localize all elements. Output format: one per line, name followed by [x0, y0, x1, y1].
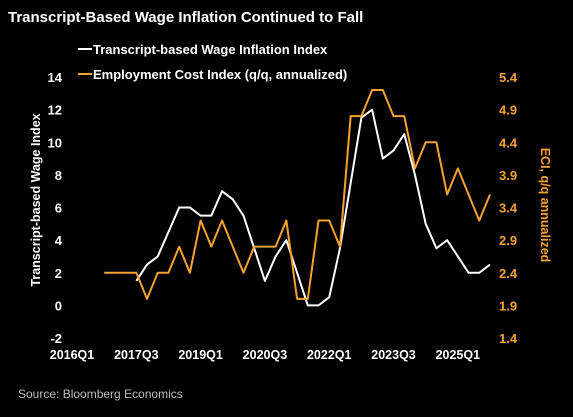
right-axis-title: ECI, q/q annualized: [538, 148, 552, 263]
left-tick-label: 2: [55, 266, 62, 281]
left-tick-label: 14: [48, 70, 63, 85]
left-tick-label: 12: [48, 103, 62, 118]
x-tick-label: 2019Q1: [178, 348, 223, 362]
left-tick-label: 10: [48, 135, 62, 150]
right-tick-label: 4.9: [499, 103, 517, 118]
legend-label-eci: Employment Cost Index (q/q, annualized): [93, 67, 347, 82]
source-note: Source: Bloomberg Economics: [18, 387, 183, 401]
right-tick-label: 4.4: [499, 135, 518, 150]
left-axis-title: Transcript-based Wage Index: [29, 113, 43, 286]
right-tick-label: 2.4: [499, 266, 518, 281]
x-tick-label: 2023Q3: [371, 348, 416, 362]
x-tick-label: 2017Q3: [114, 348, 159, 362]
series-line-eci: [104, 89, 491, 300]
left-tick-label: -2: [50, 331, 62, 346]
right-tick-label: 5.4: [499, 70, 518, 85]
x-tick-label: 2022Q1: [307, 348, 352, 362]
left-tick-label: 0: [55, 298, 62, 313]
right-axis-ticks: 5.4 4.9 4.4 3.9 3.4 2.9 2.4 1.9 1.4: [499, 70, 518, 346]
left-axis-ticks: 14 12 10 8 6 4 2 0 -2: [48, 70, 63, 346]
right-tick-label: 1.9: [499, 298, 517, 313]
left-tick-label: 4: [55, 233, 63, 248]
chart-title: Transcript-Based Wage Inflation Continue…: [8, 9, 363, 26]
series-layer: [104, 89, 491, 307]
x-axis-ticks: 2016Q1 2017Q3 2019Q1 2020Q3 2022Q1 2023Q3 2025…: [50, 348, 480, 362]
x-tick-label: 2025Q1: [436, 348, 481, 362]
right-tick-label: 3.9: [499, 168, 517, 183]
right-tick-label: 1.4: [499, 331, 518, 346]
legend: Transcript-based Wage Inflation Index Em…: [78, 42, 347, 82]
series-line-wage-index: [135, 108, 491, 307]
x-tick-label: 2020Q3: [243, 348, 288, 362]
left-tick-label: 6: [55, 201, 62, 216]
left-tick-label: 8: [55, 168, 62, 183]
legend-label-wage-index: Transcript-based Wage Inflation Index: [93, 42, 328, 57]
right-tick-label: 3.4: [499, 201, 518, 216]
right-tick-label: 2.9: [499, 233, 517, 248]
x-tick-label: 2016Q1: [50, 348, 95, 362]
